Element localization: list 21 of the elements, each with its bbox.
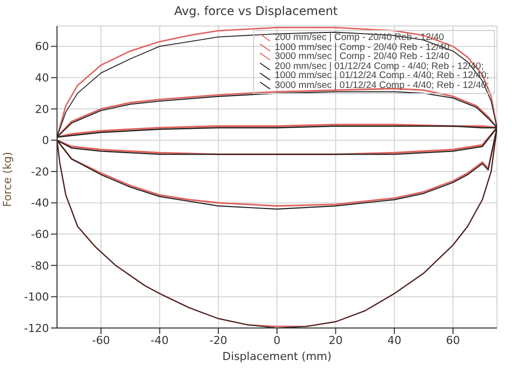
x-tick-label: -20	[209, 334, 228, 347]
y-axis-title: Force (kg)	[0, 152, 14, 207]
legend-label: 3000 mm/sec | Comp - 20/40 Reb - 12/40	[274, 51, 450, 62]
y-tick-label: -80	[31, 259, 49, 272]
x-tick-label: -60	[92, 334, 110, 347]
chart-title: Avg. force vs Displacement	[173, 4, 339, 18]
x-tick-label: 60	[446, 334, 460, 347]
x-tick-label: 0	[274, 334, 280, 347]
y-tick-label: 60	[35, 40, 49, 54]
x-axis-title: Displacement (mm)	[222, 350, 332, 363]
x-tick-label: 20	[328, 334, 343, 347]
y-tick-label: 20	[35, 102, 49, 116]
x-tick-label: -40	[150, 334, 169, 347]
y-tick-label: -60	[31, 228, 49, 242]
y-tick-label: 40	[35, 72, 49, 85]
x-tick-label: 40	[387, 334, 402, 347]
y-tick-label: -120	[24, 322, 49, 335]
y-tick-label: 0	[42, 134, 49, 148]
y-tick-label: -100	[24, 290, 49, 304]
y-tick-label: -20	[31, 165, 49, 178]
y-tick-label: -40	[31, 196, 49, 210]
